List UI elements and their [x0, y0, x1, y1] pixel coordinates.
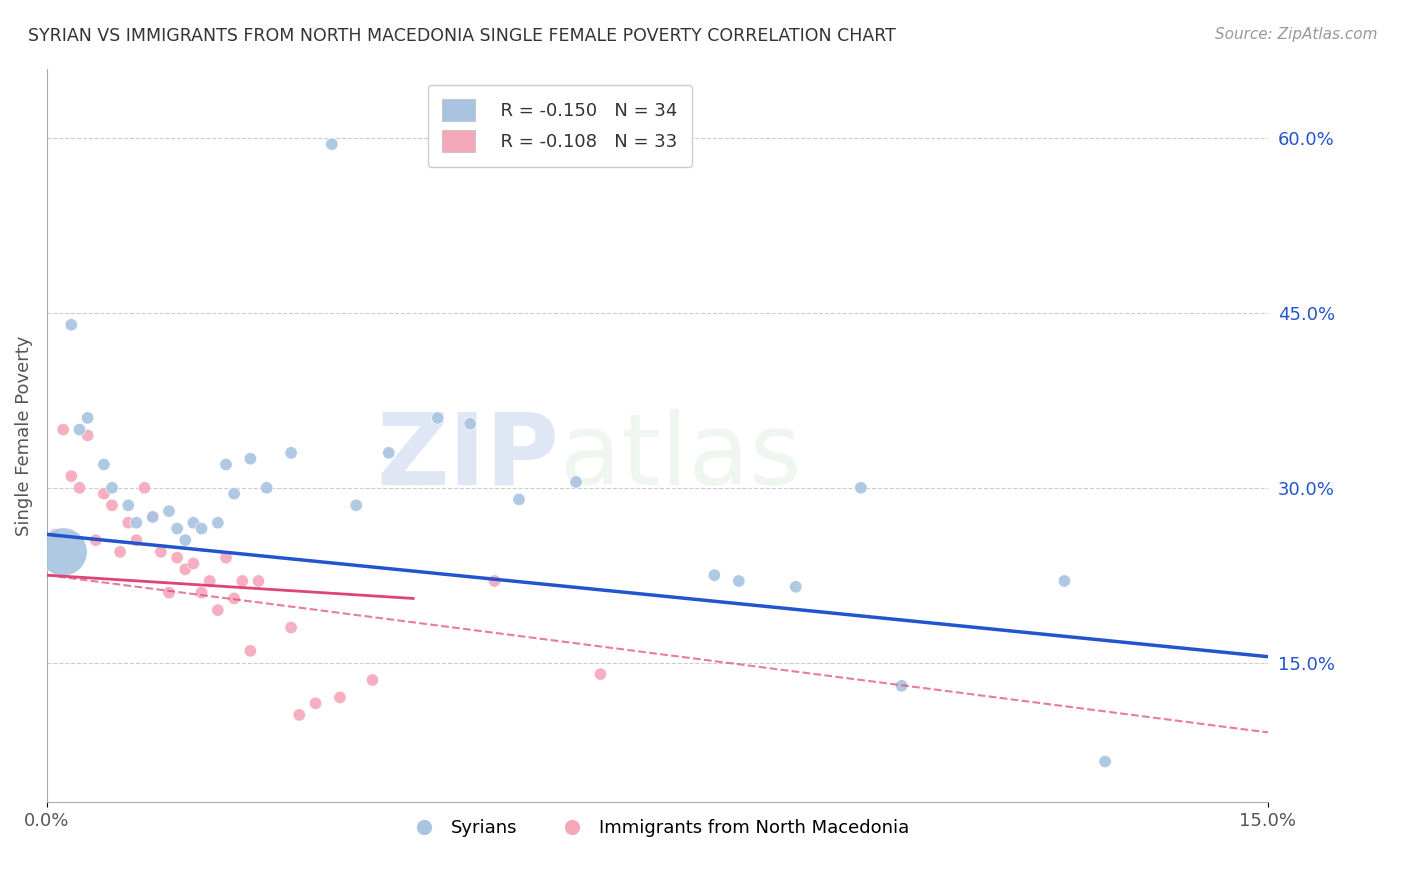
Point: [69, 481, 91, 495]
Point: [239, 644, 262, 658]
Point: [703, 568, 725, 582]
Point: [190, 585, 212, 599]
Point: [198, 574, 221, 588]
Y-axis label: Single Female Poverty: Single Female Poverty: [15, 335, 32, 535]
Point: [280, 621, 302, 635]
Point: [60, 469, 83, 483]
Point: [890, 679, 912, 693]
Legend: Syrians, Immigrants from North Macedonia: Syrians, Immigrants from North Macedonia: [399, 812, 917, 845]
Text: ZIP: ZIP: [377, 409, 560, 506]
Text: atlas: atlas: [560, 409, 801, 506]
Point: [125, 516, 148, 530]
Point: [565, 475, 588, 489]
Point: [1053, 574, 1076, 588]
Point: [207, 603, 229, 617]
Point: [207, 516, 229, 530]
Point: [76, 411, 98, 425]
Point: [378, 446, 401, 460]
Point: [785, 580, 807, 594]
Point: [484, 574, 506, 588]
Point: [215, 458, 238, 472]
Point: [1094, 755, 1116, 769]
Point: [108, 545, 131, 559]
Point: [849, 481, 872, 495]
Point: [142, 510, 165, 524]
Point: [183, 516, 205, 530]
Point: [247, 574, 270, 588]
Point: [52, 545, 75, 559]
Point: [280, 446, 302, 460]
Point: [117, 498, 139, 512]
Point: [117, 516, 139, 530]
Point: [344, 498, 367, 512]
Point: [329, 690, 352, 705]
Point: [224, 591, 246, 606]
Point: [361, 673, 384, 687]
Point: [142, 510, 165, 524]
Point: [166, 550, 188, 565]
Point: [458, 417, 481, 431]
Point: [84, 533, 107, 548]
Point: [231, 574, 253, 588]
Point: [44, 527, 66, 541]
Point: [93, 486, 115, 500]
Point: [224, 486, 246, 500]
Point: [256, 481, 278, 495]
Point: [183, 557, 205, 571]
Point: [93, 458, 115, 472]
Point: [174, 562, 197, 576]
Point: [69, 423, 91, 437]
Point: [157, 504, 180, 518]
Point: [166, 522, 188, 536]
Point: [215, 550, 238, 565]
Point: [157, 585, 180, 599]
Point: [508, 492, 530, 507]
Text: Source: ZipAtlas.com: Source: ZipAtlas.com: [1215, 27, 1378, 42]
Point: [190, 522, 212, 536]
Point: [60, 318, 83, 332]
Text: SYRIAN VS IMMIGRANTS FROM NORTH MACEDONIA SINGLE FEMALE POVERTY CORRELATION CHAR: SYRIAN VS IMMIGRANTS FROM NORTH MACEDONI…: [28, 27, 896, 45]
Point: [76, 428, 98, 442]
Point: [727, 574, 749, 588]
Point: [426, 411, 449, 425]
Point: [101, 498, 124, 512]
Point: [239, 451, 262, 466]
Point: [174, 533, 197, 548]
Point: [125, 533, 148, 548]
Point: [149, 545, 172, 559]
Point: [101, 481, 124, 495]
Point: [52, 423, 75, 437]
Point: [288, 707, 311, 722]
Point: [304, 696, 326, 710]
Point: [134, 481, 156, 495]
Point: [589, 667, 612, 681]
Point: [321, 137, 343, 152]
